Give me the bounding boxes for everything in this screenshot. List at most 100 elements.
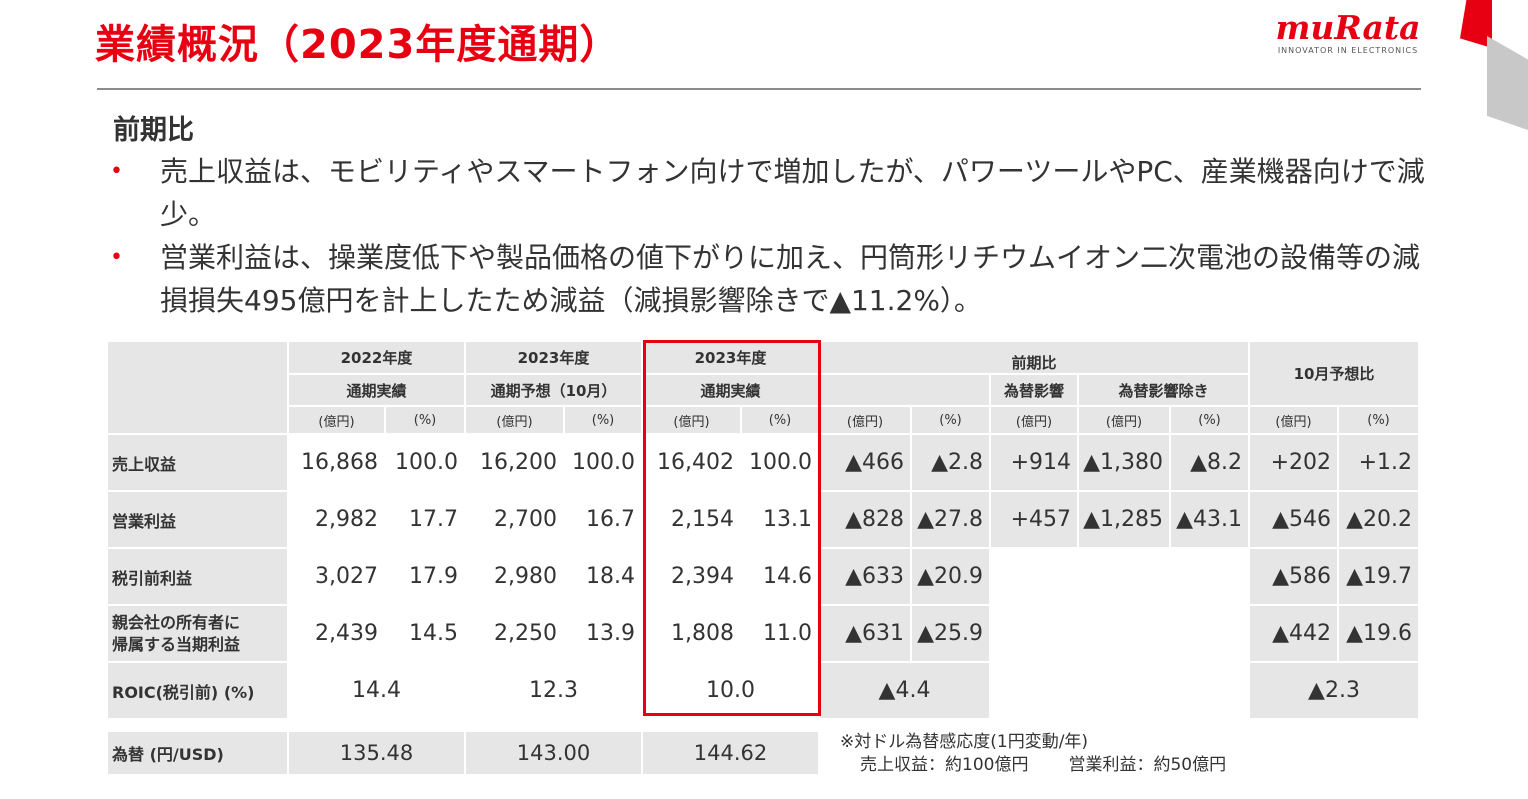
title-divider [97,88,1421,90]
header-ex-fx: 為替影響除き [1077,373,1250,407]
murata-logo: muRata INNOVATOR IN ELECTRONICS [1268,8,1428,56]
header-fy2023-l1: 2023年度 [641,340,820,375]
cell: +914 [989,433,1079,492]
bullet-icon: • [110,159,123,184]
row-label-operating-profit: 営業利益 [106,490,289,549]
unit-pct: (%) [1169,405,1250,435]
bullet-text: 売上収益は、モビリティやスマートフォン向けで増加したが、パワーツールやPC、産業… [160,155,1425,231]
cell: 12.3 [464,661,643,720]
row-label-sales: 売上収益 [106,433,289,492]
cell: ▲633 [818,547,912,606]
cell: 2,250 [464,604,565,663]
unit-yen: (億円) [287,405,386,435]
cell: 2,394 [641,547,742,606]
cell: 13.9 [563,604,643,663]
header-fy2022-l1: 2022年度 [287,340,466,375]
cell: ▲466 [818,433,912,492]
row-label-net-income: 親会社の所有者に 帰属する当期利益 [106,604,289,663]
unit-yen: (億円) [989,405,1079,435]
empty-cell [990,548,1249,605]
cell: ▲8.2 [1169,433,1250,492]
corner-red-shape [1460,0,1492,48]
unit-pct: (%) [1337,405,1420,435]
fx-rate-table: 為替 (円/USD) 135.48 143.00 144.62 [106,730,820,776]
table-row: 親会社の所有者に 帰属する当期利益 2,439 14.5 2,250 13.9 … [106,604,1420,663]
row-label-pretax-profit: 税引前利益 [106,547,289,606]
cell: 144.62 [641,730,820,776]
cell: ▲25.9 [910,604,991,663]
cell: 2,700 [464,490,565,549]
unit-pct: (%) [384,405,466,435]
cell: 18.4 [563,547,643,606]
cell: 2,439 [287,604,386,663]
highlight-box-fy2023 [643,340,821,716]
unit-yen: (億円) [818,405,912,435]
header-corner [106,340,289,435]
cell: 17.9 [384,547,466,606]
cell: ▲27.8 [910,490,991,549]
unit-yen: (億円) [1077,405,1171,435]
cell: ▲20.9 [910,547,991,606]
header-fx-impact: 為替影響 [989,373,1079,407]
bullet-icon: • [110,245,123,270]
cell: ▲20.2 [1337,490,1420,549]
header-fy2022-l2: 通期実績 [287,373,466,407]
cell: +1.2 [1337,433,1420,492]
cell: ▲442 [1248,604,1339,663]
section-subheading: 前期比 [113,115,194,146]
cell: 16,200 [464,433,565,492]
results-table: 2022年度 2023年度 2023年度 前期比 10月予想比 通期実績 通期予… [106,340,1420,720]
note-sales: 売上収益：約100億円 [860,755,1029,775]
cell: 11.0 [740,604,820,663]
unit-yen: (億円) [1248,405,1339,435]
cell: 16,868 [287,433,386,492]
empty-cell [990,605,1249,662]
cell: ▲546 [1248,490,1339,549]
table-row: 営業利益 2,982 17.7 2,700 16.7 2,154 13.1 ▲8… [106,490,1420,549]
cell: ▲19.6 [1337,604,1420,663]
cell: +457 [989,490,1079,549]
corner-gray-shape [1487,36,1528,130]
cell: ▲586 [1248,547,1339,606]
cell: 16.7 [563,490,643,549]
cell: 3,027 [287,547,386,606]
cell: ▲828 [818,490,912,549]
unit-yen: (億円) [464,405,565,435]
unit-pct: (%) [910,405,991,435]
cell: 10.0 [641,661,820,720]
header-forecast-l1: 2023年度 [464,340,643,375]
row-label-line1: 親会社の所有者に [112,612,241,632]
row-label-fx: 為替 (円/USD) [106,730,289,776]
table-row: ROIC(税引前) (%) 14.4 12.3 10.0 ▲4.4 ▲2.3 [106,661,1420,720]
cell: 16,402 [641,433,742,492]
table-row: 為替 (円/USD) 135.48 143.00 144.62 [106,730,820,776]
cell: 13.1 [740,490,820,549]
unit-pct: (%) [563,405,643,435]
cell: ▲4.4 [818,661,991,720]
note-op: 営業利益：約50億円 [1068,755,1227,775]
cell: 14.4 [287,661,466,720]
unit-pct: (%) [740,405,820,435]
page-title: 業績概況（2023年度通期） [95,22,621,68]
cell: ▲2.8 [910,433,991,492]
cell: 135.48 [287,730,466,776]
logo-tagline: INNOVATOR IN ELECTRONICS [1277,46,1419,55]
cell: 100.0 [563,433,643,492]
table-row: 税引前利益 3,027 17.9 2,980 18.4 2,394 14.6 ▲… [106,547,1420,606]
cell: 2,980 [464,547,565,606]
logo-word: muRata [1275,8,1421,47]
note-line1: ※対ドル為替感応度(1円変動/年) [840,732,1089,752]
cell: 2,982 [287,490,386,549]
header-forecast-l2: 通期予想（10月） [464,373,643,407]
cell: ▲1,380 [1077,433,1171,492]
header-yoy-blank [818,373,991,407]
header-yoy: 前期比 [818,340,1250,375]
empty-cell [990,662,1249,719]
bullet-list: • 売上収益は、モビリティやスマートフォン向けで増加したが、パワーツールやPC、… [110,150,1440,322]
sensitivity-note: ※対ドル為替感応度(1円変動/年) 売上収益：約100億円 営業利益：約50億円 [840,731,1266,777]
cell: 14.5 [384,604,466,663]
header-vs-october: 10月予想比 [1248,340,1420,407]
cell: 100.0 [384,433,466,492]
cell: ▲19.7 [1337,547,1420,606]
cell: ▲1,285 [1077,490,1171,549]
